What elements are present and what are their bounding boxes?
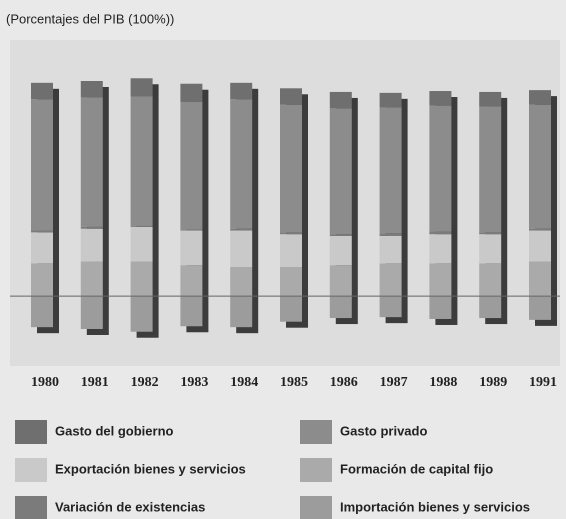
x-tick-label: 1989 — [479, 375, 507, 390]
x-tick-label: 1981 — [81, 375, 109, 390]
bar-segment — [130, 261, 153, 297]
bar-segment — [180, 265, 203, 297]
bar-segment — [479, 263, 502, 297]
legend-label: Importación bienes y servicios — [340, 499, 530, 514]
bar-segment — [429, 105, 452, 232]
x-tick-label: 1991 — [529, 375, 557, 390]
bar-segment — [379, 233, 402, 236]
bar-segment — [529, 230, 551, 262]
bar-segment — [479, 91, 502, 107]
bar-segment — [230, 230, 253, 267]
legend-swatch — [15, 458, 47, 482]
bar-segment — [429, 91, 452, 106]
legend-label: Gasto privado — [340, 423, 427, 438]
bar-segment — [80, 261, 103, 297]
bar-segment — [280, 234, 302, 267]
bar-segment — [31, 82, 53, 100]
bar-segment — [529, 228, 551, 231]
bar-segment — [180, 229, 203, 231]
bar-segment — [180, 296, 203, 327]
bar-segment — [230, 82, 253, 100]
bar-segment — [479, 234, 502, 264]
bar-segment — [130, 78, 153, 97]
bar-segment — [280, 267, 302, 297]
bar-segment — [529, 261, 551, 297]
bar-segment — [429, 231, 452, 235]
bar-segment — [529, 104, 551, 229]
bar-segment — [31, 230, 53, 233]
x-tick-label: 1986 — [330, 375, 358, 390]
legend-swatch — [300, 420, 332, 444]
bar-segment — [429, 234, 452, 264]
bar-segment — [31, 99, 53, 231]
bar-segment — [31, 263, 53, 297]
legend-label: Formación de capital fijo — [340, 461, 493, 476]
bar-segment — [230, 296, 253, 328]
chart-title: (Porcentajes del PIB (100%)) — [6, 11, 174, 26]
bar-segment — [80, 296, 103, 329]
x-tick-label: 1983 — [180, 375, 208, 390]
x-tick-label: 1982 — [131, 375, 159, 390]
bar-segment — [379, 107, 402, 234]
bar-segment — [329, 108, 352, 235]
bar-segment — [379, 296, 402, 318]
bar-segment — [230, 228, 253, 231]
bar-segment — [429, 263, 452, 297]
bar-segment — [130, 225, 153, 227]
bar-segment — [329, 296, 352, 319]
bar-segment — [80, 97, 103, 227]
bar-segment — [479, 106, 502, 233]
bar-segment — [529, 296, 551, 320]
bar-segment — [529, 90, 551, 105]
bar-segment — [479, 296, 502, 319]
x-tick-label: 1985 — [280, 375, 308, 390]
x-tick-label: 1987 — [380, 375, 408, 390]
bar-segment — [379, 263, 402, 297]
x-tick-label: 1984 — [230, 375, 258, 390]
bar-segment — [329, 265, 352, 297]
legend-swatch — [300, 496, 332, 519]
bar-segment — [379, 236, 402, 264]
legend-label: Exportación bienes y servicios — [55, 461, 246, 476]
bar-segment — [329, 234, 352, 236]
bar-segment — [80, 226, 103, 229]
legend-swatch — [15, 420, 47, 444]
x-tick-label: 1988 — [429, 375, 457, 390]
bar-segment — [280, 296, 302, 322]
legend-swatch — [15, 496, 47, 519]
bar-segment — [329, 236, 352, 266]
bar-segment — [130, 96, 153, 226]
bar-segment — [180, 101, 203, 230]
bar-segment — [329, 91, 352, 109]
bar-segment — [230, 267, 253, 297]
bar-segment — [180, 230, 203, 266]
bar-segment — [31, 296, 53, 328]
bar-segment — [280, 104, 302, 233]
bar-segment — [130, 226, 153, 262]
bar-segment — [479, 232, 502, 235]
bar-segment — [130, 296, 153, 332]
legend-label: Gasto del gobierno — [55, 423, 174, 438]
bar-segment — [80, 228, 103, 262]
bar-segment — [180, 83, 203, 102]
legend-swatch — [300, 458, 332, 482]
bar-segment — [280, 88, 302, 105]
bar-segment — [31, 232, 53, 264]
bar-segment — [80, 81, 103, 98]
bar-segment — [429, 296, 452, 319]
bar-segment — [230, 99, 253, 229]
legend-label: Variación de existencias — [55, 499, 205, 514]
bar-segment — [280, 232, 302, 235]
bar-segment — [379, 92, 402, 108]
x-tick-label: 1980 — [31, 375, 59, 390]
